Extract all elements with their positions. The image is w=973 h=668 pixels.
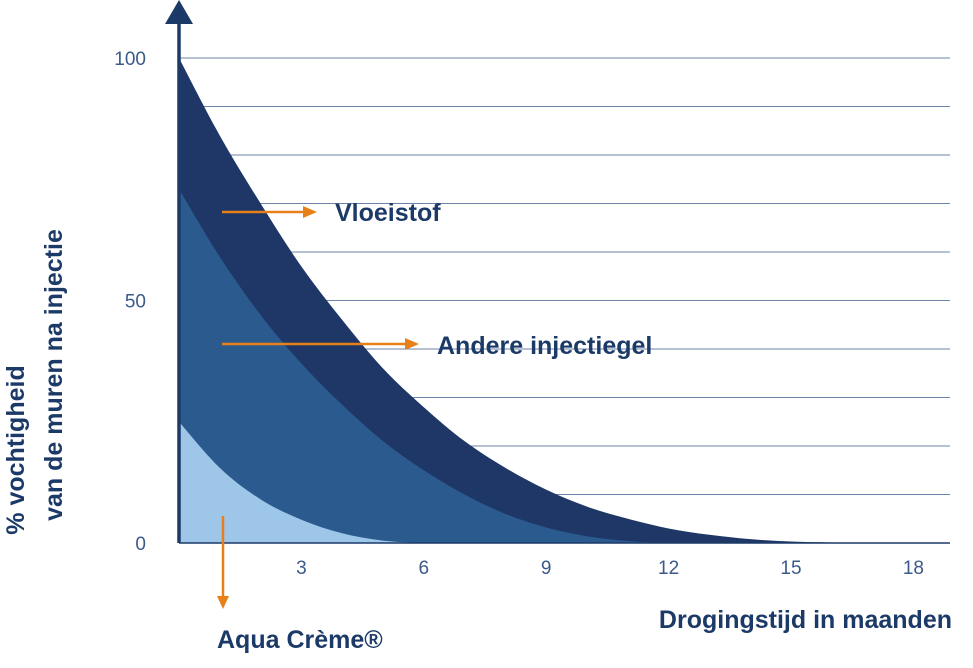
x-tick-label: 9: [541, 558, 552, 579]
y-tick-label: 0: [135, 534, 146, 555]
vloeistof-arrow-head: [303, 206, 317, 218]
area-series: [179, 58, 873, 543]
y-tick-labels: 0 50 100: [114, 49, 146, 555]
series-area-aqua-cr-me: [179, 421, 424, 543]
aqua-arrow-head: [217, 596, 229, 609]
y-tick-label: 50: [125, 292, 146, 313]
y-axis-arrowhead: [165, 0, 193, 24]
annotation-vloeistof: Vloeistof: [335, 199, 441, 227]
x-axis-label: Drogingstijd in maanden: [659, 606, 952, 634]
axes: [165, 0, 950, 544]
x-tick-label: 18: [903, 558, 924, 579]
y-axis-label-line-2: van de muren na injectie: [40, 229, 68, 521]
x-tick-label: 12: [658, 558, 679, 579]
y-tick-label: 100: [114, 49, 146, 70]
x-tick-label: 6: [419, 558, 430, 579]
annotation-andere-injectiegel: Andere injectiegel: [437, 332, 652, 360]
x-tick-labels: 3 6 9 12 15 18: [296, 558, 924, 579]
annotations: Vloeistof Andere injectiegel Aqua Crème®: [217, 199, 652, 654]
series-area-andere-injectiegel: [179, 188, 669, 543]
y-axis-label-line-1: % vochtigheid: [2, 365, 30, 534]
andere-arrow-head: [405, 338, 419, 350]
x-tick-label: 3: [296, 558, 307, 579]
x-tick-label: 15: [780, 558, 801, 579]
annotation-aqua-creme: Aqua Crème®: [217, 626, 383, 654]
